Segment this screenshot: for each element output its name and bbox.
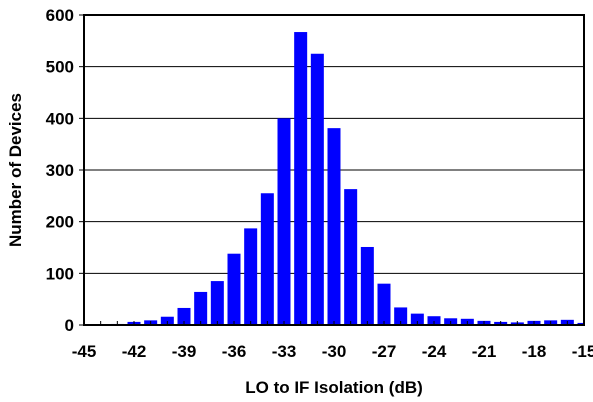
bar xyxy=(344,189,358,325)
bar xyxy=(394,307,408,325)
x-tick-label: -15 xyxy=(572,342,593,361)
y-tick-label: 400 xyxy=(46,109,74,128)
bar xyxy=(410,313,424,325)
x-axis: -45 -42 -39 -36 -33 -30 -27 -24 -21 -18 -15 xyxy=(72,321,593,361)
x-tick-label: -36 xyxy=(222,342,247,361)
y-tick-label: 500 xyxy=(46,58,74,77)
x-tick-label: -45 xyxy=(72,342,97,361)
x-tick-label: -33 xyxy=(272,342,297,361)
bar xyxy=(377,283,391,325)
bar xyxy=(327,128,341,325)
y-axis-title: Number of Devices xyxy=(6,93,25,247)
y-tick-label: 0 xyxy=(65,316,74,335)
y-tick-label: 200 xyxy=(46,213,74,232)
bar xyxy=(427,316,441,325)
bar xyxy=(227,253,241,325)
bar xyxy=(260,193,274,325)
bar xyxy=(177,307,191,325)
bar xyxy=(244,228,258,325)
x-tick-label: -27 xyxy=(372,342,397,361)
bar xyxy=(360,246,374,325)
x-tick-label: -42 xyxy=(122,342,147,361)
x-tick-label: -24 xyxy=(422,342,447,361)
bars xyxy=(94,32,583,326)
bar xyxy=(210,281,224,325)
bar xyxy=(294,32,308,326)
y-tick-label: 100 xyxy=(46,264,74,283)
y-axis: 0 100 200 300 400 500 600 xyxy=(46,6,84,335)
x-tick-label: -21 xyxy=(472,342,497,361)
x-tick-label: -18 xyxy=(522,342,547,361)
y-tick-label: 300 xyxy=(46,161,74,180)
y-tick-label: 600 xyxy=(46,6,74,25)
bar xyxy=(310,53,324,325)
bar xyxy=(194,291,208,325)
x-tick-label: -30 xyxy=(322,342,347,361)
x-tick-label: -39 xyxy=(172,342,197,361)
bar xyxy=(160,316,174,325)
x-axis-title: LO to IF Isolation (dB) xyxy=(245,378,423,397)
bar xyxy=(577,322,583,325)
bar xyxy=(277,118,291,325)
